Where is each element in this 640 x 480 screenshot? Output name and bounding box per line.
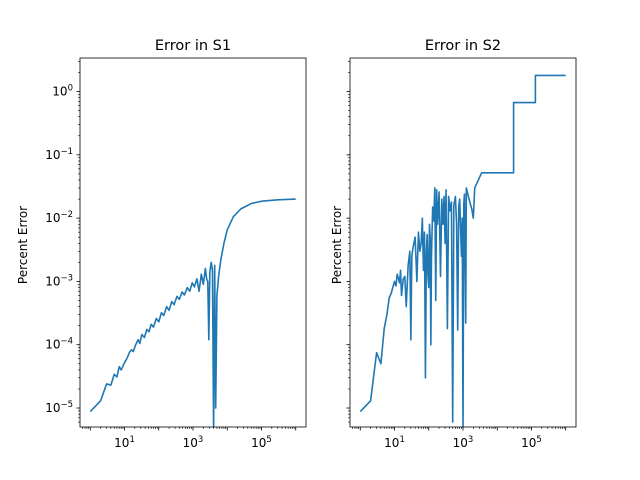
- y-tick-label: 10−4: [45, 337, 73, 352]
- tick-layer-s1: 101 103 105 100 10−1 10−2 10−3 10−4 10−5: [45, 61, 297, 450]
- y-tick-label: 10−3: [45, 273, 73, 288]
- axes-error-in-s2: Error in S2 Percent Error 101 103 105: [330, 38, 577, 450]
- tick-layer-s2: 101 103 105: [346, 61, 567, 450]
- axes-frame-s2: [349, 57, 577, 428]
- axes-frame-s1: [79, 57, 307, 428]
- series-layer-s2: [359, 74, 566, 427]
- y-tick-label: 10−1: [45, 147, 73, 162]
- y-axis-label-s1: Percent Error: [16, 206, 30, 284]
- chart-title-s1: Error in S1: [155, 38, 231, 54]
- x-tick-label: 105: [251, 435, 272, 450]
- series-line-2-1: [359, 74, 566, 427]
- x-tick-label: 103: [453, 435, 474, 450]
- y-tick-label: 100: [52, 84, 73, 99]
- axes-error-in-s1: Error in S1 Percent Error 101 103 10510010…: [16, 38, 307, 450]
- chart-title-s2: Error in S2: [425, 38, 501, 54]
- series-line-1-1: [89, 198, 296, 427]
- x-tick-label: 103: [183, 435, 204, 450]
- x-tick-label: 101: [384, 435, 405, 450]
- y-tick-label: 10−2: [45, 210, 73, 225]
- x-tick-label: 105: [521, 435, 542, 450]
- series-layer-s1: [89, 198, 296, 427]
- y-tick-label: 10−5: [45, 400, 73, 415]
- y-axis-label-s2: Percent Error: [330, 206, 344, 284]
- x-tick-label: 101: [114, 435, 135, 450]
